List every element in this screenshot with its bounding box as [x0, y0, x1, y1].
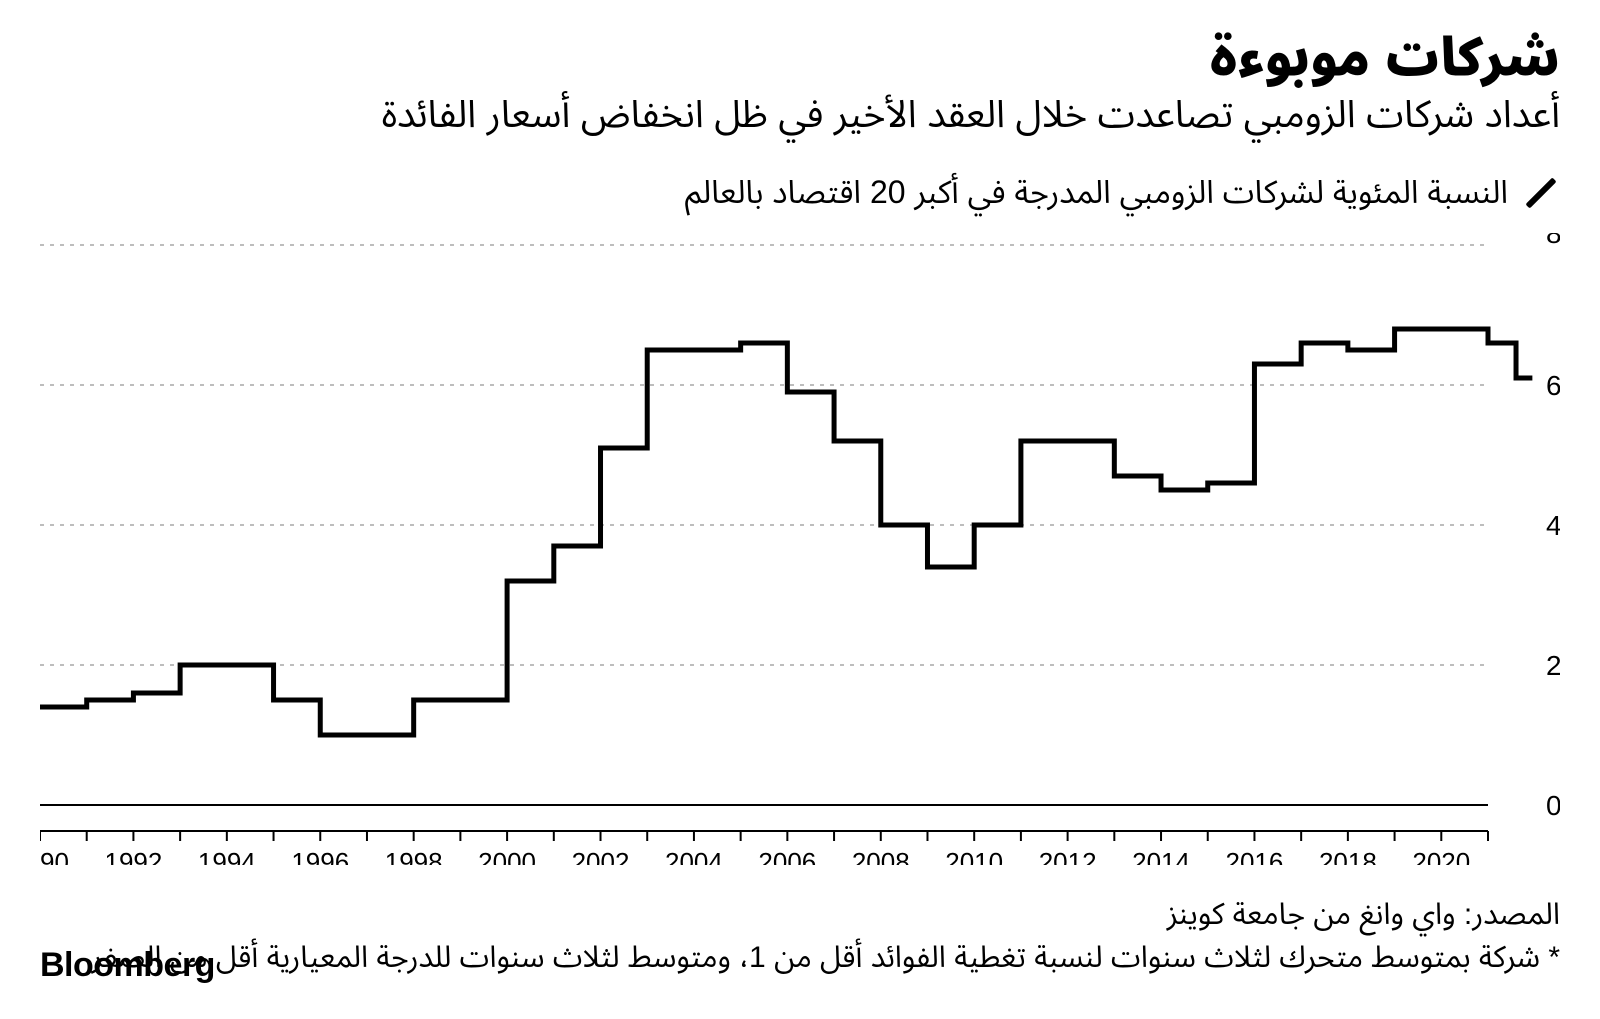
svg-text:2010: 2010	[945, 847, 1003, 865]
svg-text:6: 6	[1546, 370, 1560, 401]
chart-plot: 0 2 4 6 8% 1990 1992 1994 1996 1998 2000 2002 2004 20…	[40, 233, 1560, 865]
svg-text:2002: 2002	[572, 847, 630, 865]
svg-text:1994: 1994	[198, 847, 256, 865]
svg-text:8%: 8%	[1546, 233, 1560, 249]
legend-swatch-icon	[1525, 177, 1556, 208]
svg-text:1990: 1990	[40, 847, 69, 865]
legend-label: النسبة المئوية لشركات الزومبي المدرجة في…	[685, 159, 1508, 227]
svg-text:1996: 1996	[291, 847, 349, 865]
chart-subtitle: أعداد شركات الزومبي تصاعدت خلال العقد ال…	[40, 91, 1560, 140]
svg-text:2000: 2000	[478, 847, 536, 865]
svg-text:2016: 2016	[1226, 847, 1284, 865]
chart-svg: 0 2 4 6 8% 1990 1992 1994 1996 1998 2000 2002 2004 20…	[40, 233, 1560, 865]
svg-text:2: 2	[1546, 650, 1560, 681]
footnote-source: المصدر: واي وانغ من جامعة كوينز	[40, 893, 1560, 937]
chart-card: شركات موبوءة أعداد شركات الزومبي تصاعدت …	[0, 0, 1600, 1019]
svg-text:2006: 2006	[758, 847, 816, 865]
svg-text:2014: 2014	[1132, 847, 1190, 865]
svg-text:2020: 2020	[1412, 847, 1470, 865]
svg-text:2004: 2004	[665, 847, 723, 865]
svg-text:1998: 1998	[385, 847, 443, 865]
svg-text:2018: 2018	[1319, 847, 1377, 865]
svg-text:2008: 2008	[852, 847, 910, 865]
footnote-note: * شركة بمتوسط متحرك لثلاث سنوات لنسبة تغ…	[40, 936, 1560, 980]
svg-text:2012: 2012	[1039, 847, 1097, 865]
brand-logo: Bloomberg	[40, 946, 215, 985]
svg-text:1992: 1992	[104, 847, 162, 865]
chart-legend: النسبة المئوية لشركات الزومبي المدرجة في…	[40, 159, 1560, 227]
chart-title: شركات موبوءة	[40, 30, 1560, 87]
svg-text:4: 4	[1546, 510, 1560, 541]
svg-text:0: 0	[1546, 790, 1560, 821]
chart-footnotes: المصدر: واي وانغ من جامعة كوينز * شركة ب…	[40, 893, 1560, 980]
